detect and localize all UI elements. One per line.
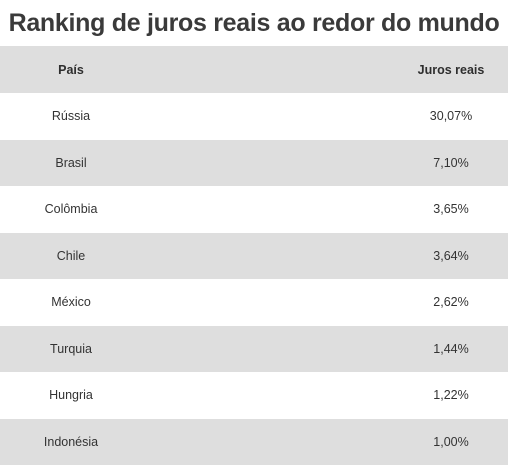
country-cell: Turquia [0, 342, 142, 356]
table-row: Brasil 7,10% [0, 140, 508, 187]
table-row: Hungria 1,22% [0, 372, 508, 419]
country-cell: Hungria [0, 388, 142, 402]
rate-cell: 7,10% [394, 156, 508, 170]
column-header-country: País [0, 63, 142, 77]
table-row: Colômbia 3,65% [0, 186, 508, 233]
column-header-rate: Juros reais [394, 63, 508, 77]
table-row: Rússia 30,07% [0, 93, 508, 140]
country-cell: Colômbia [0, 202, 142, 216]
table-row: Indonésia 1,00% [0, 419, 508, 465]
rate-cell: 3,64% [394, 249, 508, 263]
country-cell: Rússia [0, 109, 142, 123]
rate-cell: 3,65% [394, 202, 508, 216]
country-cell: Indonésia [0, 435, 142, 449]
rate-cell: 1,22% [394, 388, 508, 402]
country-cell: Chile [0, 249, 142, 263]
rate-cell: 1,44% [394, 342, 508, 356]
table-row: Turquia 1,44% [0, 326, 508, 373]
table-row: Chile 3,64% [0, 233, 508, 280]
rate-cell: 2,62% [394, 295, 508, 309]
country-cell: Brasil [0, 156, 142, 170]
ranking-table: País Juros reais Rússia 30,07% Brasil 7,… [0, 46, 508, 465]
chart-title: Ranking de juros reais ao redor do mundo [0, 0, 508, 46]
country-cell: México [0, 295, 142, 309]
table-row: México 2,62% [0, 279, 508, 326]
rate-cell: 30,07% [394, 109, 508, 123]
rate-cell: 1,00% [394, 435, 508, 449]
table-header-row: País Juros reais [0, 46, 508, 93]
